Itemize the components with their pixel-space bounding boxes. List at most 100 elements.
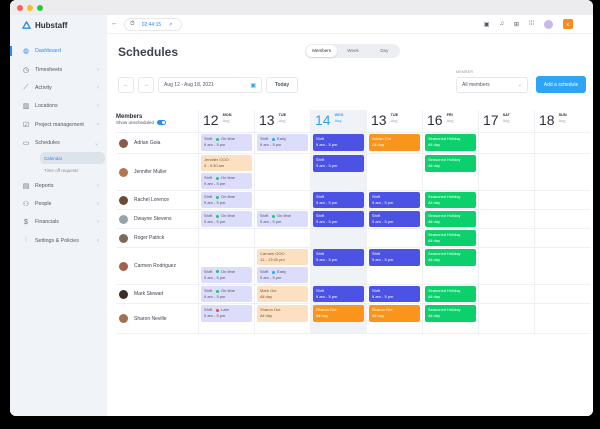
schedule-cell[interactable] [255, 191, 310, 210]
shift-card[interactable]: Shift On time 9 am - 5 pm [257, 211, 308, 227]
holiday-card[interactable]: Seasoned Holiday All day [425, 211, 476, 227]
feedback-icon[interactable]: ▣ [483, 21, 490, 28]
schedule-cell[interactable]: Shift On time 9 am - 5 pm [199, 191, 254, 210]
schedule-cell[interactable]: Shift 9 am - 5 pm [311, 210, 366, 229]
schedule-cell[interactable]: Shift 9 am - 5 pm [311, 285, 366, 304]
schedule-cell[interactable] [199, 229, 254, 248]
schedule-cell[interactable]: Shift On time 9 am - 5 pm [199, 248, 254, 285]
shift-card[interactable]: Shift 9 am - 5 pm [313, 155, 364, 172]
schedule-cell[interactable] [255, 229, 310, 248]
shift-card[interactable]: Shift 9 am - 5 pm [369, 249, 420, 266]
schedule-cell[interactable]: Seasoned Holiday All day [423, 304, 478, 334]
shift-card[interactable]: Shift 9 am - 5 pm [369, 286, 420, 302]
sidebar-item-timesheets[interactable]: ◷ Timesheets ‹ [10, 60, 107, 78]
sidebar-subitem-time-off-requests[interactable]: Time off requests [44, 167, 79, 173]
schedule-cell[interactable]: Mark Out All day [255, 285, 310, 304]
shift-card[interactable]: Shift Early 9 am - 5 pm [257, 134, 308, 151]
today-button[interactable]: Today [266, 77, 298, 93]
holiday-card[interactable]: Seasoned Holiday All day [425, 192, 476, 208]
organization-badge[interactable]: K [563, 19, 573, 29]
apps-grid-icon[interactable]: ⁞⁞⁞ [528, 21, 534, 27]
sidebar-item-project-management[interactable]: ☑ Project management ‹ [10, 116, 107, 134]
schedule-cell[interactable]: Shift 9 am - 5 pm [311, 133, 366, 154]
schedule-cell[interactable] [479, 191, 534, 210]
sidebar-item-financials[interactable]: $ Financials ‹ [10, 213, 107, 231]
maximize-window-button[interactable] [37, 5, 43, 11]
schedule-cell[interactable]: Shift 9 am - 5 pm [311, 191, 366, 210]
schedule-cell[interactable] [535, 191, 590, 210]
time-off-card[interactable]: Sharon Out All day [369, 305, 420, 322]
time-off-card[interactable]: Adrian Out All day [369, 134, 420, 151]
schedule-cell[interactable] [535, 154, 590, 191]
show-unscheduled-toggle[interactable] [157, 120, 167, 125]
schedule-cell[interactable]: Shift 9 am - 5 pm [311, 154, 366, 191]
time-off-card[interactable]: Sharon Out All day [257, 305, 308, 322]
shift-card[interactable]: Shift On time 9 am - 5 pm [201, 173, 252, 189]
schedule-cell[interactable]: Sharon Out All day [311, 304, 366, 334]
holiday-card[interactable]: Seasoned Holiday All day [425, 305, 476, 322]
sidebar-subitem-calendar[interactable]: Calendar [40, 152, 105, 165]
schedule-cell[interactable] [479, 285, 534, 304]
member-row[interactable]: Mark Stewart [116, 285, 198, 304]
schedule-cell[interactable]: Shift 9 am - 5 pm [367, 191, 422, 210]
previous-week-button[interactable]: ← [118, 77, 134, 93]
shift-card[interactable]: Shift Late 9 am - 5 pm [201, 305, 252, 322]
member-row[interactable]: Dwayne Stevens [116, 210, 198, 229]
sidebar-item-settings-policies[interactable]: ⫶ Settings & Policies ‹ [10, 232, 107, 250]
schedule-cell[interactable]: Shift On time 9 am - 5 pm [199, 285, 254, 304]
time-off-card[interactable]: Carmen OOO 12 - 13:00 pm [257, 249, 308, 265]
bell-icon[interactable]: ♫ [499, 21, 504, 27]
tab-week[interactable]: Week [347, 48, 359, 53]
schedule-cell[interactable]: Sharon Out All day [367, 304, 422, 334]
holiday-card[interactable]: Seasoned Holiday All day [425, 155, 476, 172]
shift-card[interactable]: Shift On time 9 am - 5 pm [201, 192, 252, 208]
schedule-cell[interactable] [311, 229, 366, 248]
time-off-card[interactable]: Sharon Out All day [313, 305, 364, 322]
time-off-card[interactable]: Mark Out All day [257, 286, 308, 302]
user-avatar[interactable] [544, 19, 553, 29]
shift-card[interactable]: Shift 9 am - 5 pm [369, 211, 420, 227]
schedule-cell[interactable]: Adrian Out All day [367, 133, 422, 154]
tab-day[interactable]: Day [380, 48, 389, 53]
holiday-card[interactable]: Seasoned Holiday All day [425, 286, 476, 302]
schedule-cell[interactable] [367, 154, 422, 191]
sidebar-item-reports[interactable]: ▤ Reports ‹ [10, 176, 107, 194]
member-filter-select[interactable]: All members ⌄ [456, 77, 528, 93]
schedule-cell[interactable] [479, 154, 534, 191]
holiday-card[interactable]: Seasoned Holiday All day [425, 249, 476, 266]
schedule-cell[interactable] [479, 133, 534, 154]
schedule-cell[interactable]: Shift 9 am - 5 pm [311, 248, 366, 285]
close-window-button[interactable] [17, 5, 23, 11]
schedule-cell[interactable]: Seasoned Holiday All day [423, 154, 478, 191]
time-off-card[interactable]: Jennifer OOO 9 - 9:30 am [201, 155, 252, 171]
app-logo[interactable]: Hubstaff [22, 21, 67, 30]
schedule-cell[interactable] [535, 229, 590, 248]
sidebar-item-locations[interactable]: ▥ Locations ‹ [10, 97, 107, 115]
shift-card[interactable]: Shift Early 9 am - 5 pm [257, 267, 308, 283]
schedule-cell[interactable]: Carmen OOO 12 - 13:00 pm Shift Early 9 am - … [255, 248, 310, 285]
schedule-cell[interactable]: Seasoned Holiday All day [423, 210, 478, 229]
shift-card[interactable]: Shift 9 am - 5 pm [313, 286, 364, 302]
schedule-cell[interactable] [367, 229, 422, 248]
member-row[interactable]: Adrian Goia [116, 133, 198, 154]
schedule-cell[interactable] [535, 133, 590, 154]
member-row[interactable]: Carmen Rodriguez [116, 248, 198, 285]
schedule-cell[interactable] [479, 248, 534, 285]
member-row[interactable]: Jennifer Muller [116, 154, 198, 191]
schedule-cell[interactable]: Shift 9 am - 5 pm [367, 210, 422, 229]
schedule-cell[interactable] [535, 304, 590, 334]
schedule-cell[interactable] [535, 210, 590, 229]
timer-widget[interactable]: ⏱ 02:44:15 ↗ [124, 18, 182, 31]
date-range-picker[interactable]: Aug 12 - Aug 18, 2021 ▣ [158, 77, 262, 93]
sidebar-item-dashboard[interactable]: ◍ Dashboard [10, 42, 107, 60]
sidebar-item-schedules[interactable]: ▭ Schedules ⌄ [10, 134, 107, 152]
shift-card[interactable]: Shift 9 am - 5 pm [313, 249, 364, 266]
schedule-cell[interactable]: Shift On time 9 am - 5 pm [199, 210, 254, 229]
holiday-card[interactable]: Seasoned Holiday All day [425, 230, 476, 246]
shift-card[interactable]: Shift 9 am - 5 pm [313, 211, 364, 227]
schedule-cell[interactable]: Seasoned Holiday All day [423, 133, 478, 154]
schedule-cell[interactable]: Shift On time 9 am - 5 pm [199, 133, 254, 154]
member-row[interactable]: Rachel Lorence [116, 191, 198, 210]
next-week-button[interactable]: → [138, 77, 154, 93]
schedule-cell[interactable] [255, 154, 310, 191]
